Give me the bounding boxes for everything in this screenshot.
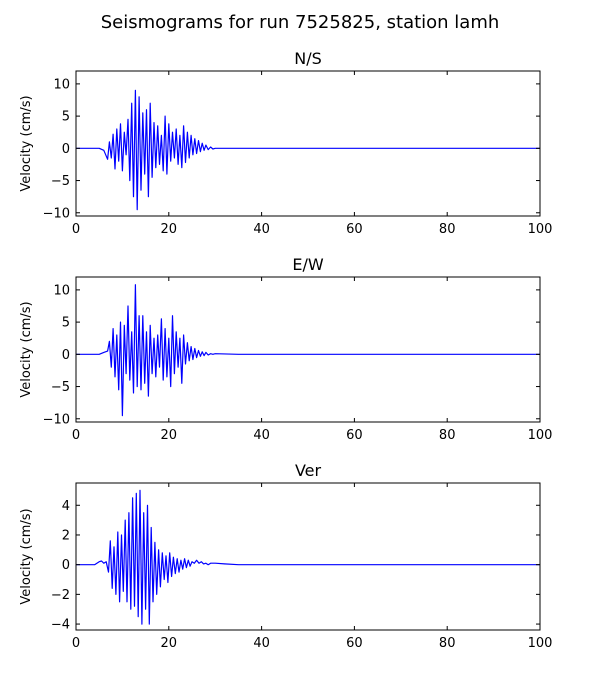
x-tick-label: 100 — [528, 636, 553, 651]
x-tick-label: 20 — [161, 636, 178, 651]
panel-title: E/W — [292, 255, 324, 274]
panel-0: N/S 0 20 40 60 80 100 −10 −5 0 5 10 Velocity (cm/s) — [19, 49, 552, 237]
x-tick-label: 60 — [346, 222, 363, 237]
x-tick-label: 80 — [439, 636, 456, 651]
x-tick-label: 40 — [253, 636, 270, 651]
y-tick-label: −10 — [43, 206, 70, 221]
y-tick-label: 5 — [62, 316, 70, 331]
panel-1: E/W 0 20 40 60 80 100 −10 −5 0 5 10 Velocity (cm/s) — [19, 255, 552, 443]
x-tick-label: 60 — [346, 428, 363, 443]
y-tick-label: 10 — [53, 283, 70, 298]
x-tick-label: 60 — [346, 636, 363, 651]
y-tick-label: −5 — [51, 380, 70, 395]
x-tick-label: 40 — [253, 428, 270, 443]
y-tick-label: 5 — [62, 110, 70, 125]
y-tick-label: 2 — [62, 528, 70, 543]
axes-frame — [75, 70, 541, 217]
y-tick-label: −5 — [51, 174, 70, 189]
x-tick-label: 40 — [253, 222, 270, 237]
series-line — [76, 89, 540, 211]
series-line — [76, 284, 540, 417]
y-tick-label: 0 — [62, 558, 70, 573]
x-tick-label: 0 — [72, 222, 80, 237]
y-axis-label: Velocity (cm/s) — [19, 301, 34, 397]
y-tick-label: 0 — [62, 142, 70, 157]
x-tick-label: 80 — [439, 428, 456, 443]
panel-title: Ver — [295, 461, 322, 480]
series-line — [76, 489, 540, 625]
x-tick-label: 20 — [161, 222, 178, 237]
y-tick-label: 0 — [62, 348, 70, 363]
figure-title: Seismograms for run 7525825, station lam… — [101, 12, 500, 33]
y-axis-label: Velocity (cm/s) — [19, 508, 34, 604]
x-tick-label: 20 — [161, 428, 178, 443]
y-tick-label: 10 — [53, 77, 70, 92]
y-tick-label: −4 — [51, 618, 70, 633]
y-tick-label: 4 — [62, 499, 70, 514]
panel-title: N/S — [294, 49, 322, 68]
axes-frame — [75, 276, 541, 423]
x-tick-label: 100 — [528, 222, 553, 237]
y-tick-label: −10 — [43, 412, 70, 427]
y-axis-label: Velocity (cm/s) — [19, 95, 34, 191]
x-tick-label: 80 — [439, 222, 456, 237]
x-tick-label: 0 — [72, 636, 80, 651]
panel-2: Ver 0 20 40 60 80 100 −4 −2 0 2 4 Velocity (cm/s) — [19, 461, 552, 651]
y-tick-label: −2 — [51, 588, 70, 603]
x-tick-label: 0 — [72, 428, 80, 443]
axes-frame — [75, 482, 541, 631]
x-tick-label: 100 — [528, 428, 553, 443]
